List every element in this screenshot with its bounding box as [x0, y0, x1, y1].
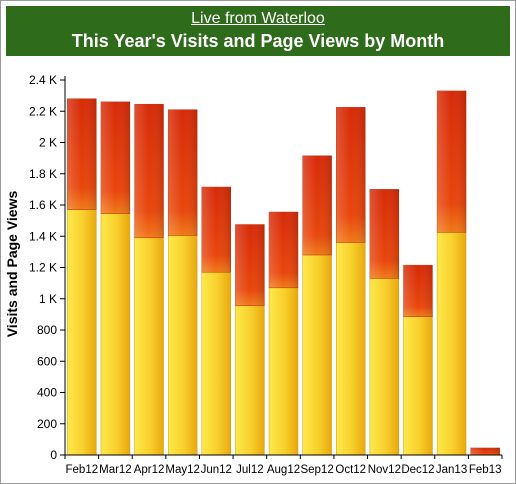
y-tick-label: 800 [37, 323, 57, 337]
y-tick-label: 2 K [39, 136, 57, 150]
bar-segment-top-shade [168, 109, 198, 236]
y-tick-label: 400 [37, 386, 57, 400]
bar-segment-bottom[interactable] [235, 305, 265, 456]
bar-segment-bottom[interactable] [403, 316, 433, 456]
chart-title: This Year's Visits and Page Views by Mon… [71, 31, 445, 51]
bar-segment-top-shade [302, 155, 332, 255]
bar-segment-top-shade [369, 189, 399, 279]
y-tick-label: 1.4 K [29, 229, 57, 243]
bar-segment-bottom[interactable] [268, 287, 299, 456]
bar-segment-top-shade [470, 447, 500, 455]
y-axis-label: Visits and Page Views [4, 191, 20, 338]
x-tick-label: Aug12 [267, 464, 300, 476]
x-tick-label: May12 [165, 464, 200, 476]
x-tick-label: Jul12 [236, 464, 264, 476]
y-tick-label: 2.4 K [29, 73, 57, 87]
y-tick-label: 2.2 K [29, 104, 57, 118]
y-tick-label: 200 [37, 417, 57, 431]
x-tick-label: Dec12 [401, 464, 434, 476]
bar-segment-bottom[interactable] [201, 271, 231, 456]
x-tick-label: Apr12 [134, 464, 165, 476]
bar-segment-top-shade [235, 224, 265, 306]
bar-segment-top-shade [67, 98, 97, 210]
chart-header: Live from Waterloo This Year's Visits an… [6, 6, 510, 56]
bar-segment-bottom[interactable] [167, 235, 198, 456]
x-tick-label: Mar12 [99, 464, 132, 476]
bar-segment-top-shade [269, 212, 298, 288]
x-tick-label: Oct12 [335, 464, 366, 476]
site-link[interactable]: Live from Waterloo [191, 10, 325, 27]
bar-segment-top-shade [437, 90, 467, 233]
x-tick-label: Feb13 [469, 464, 502, 476]
bar-segment-bottom[interactable] [134, 237, 164, 456]
bar-segment-bottom[interactable] [100, 213, 131, 456]
x-tick-label: Feb12 [66, 464, 99, 476]
bar-segment-top-shade [403, 265, 433, 317]
bar-segment-bottom[interactable] [336, 242, 366, 456]
bar-segment-top-shade [134, 104, 164, 238]
bar-segment-bottom[interactable] [302, 254, 332, 456]
x-tick-label: Jun12 [201, 464, 232, 476]
bar-segment-top-shade [201, 187, 231, 273]
x-tick-label: Jan13 [436, 464, 467, 476]
y-tick-label: 0 [50, 448, 57, 462]
bar-segment-bottom[interactable] [436, 232, 467, 456]
x-tick-label: Nov12 [368, 464, 401, 476]
y-tick-label: 1.8 K [29, 167, 57, 181]
y-tick-label: 600 [37, 354, 57, 368]
y-tick-label: 1 K [39, 292, 57, 306]
bar-chart: 0 200 400 600 800 1 K 1.2 K 1.4 K 1.6 K 1.8 K 2 K 2… [4, 73, 503, 476]
bar-segment-bottom[interactable] [369, 278, 400, 456]
bar-segment-top-shade [100, 101, 130, 214]
y-tick-label: 1.6 K [29, 198, 57, 212]
bar-segment-bottom[interactable] [67, 209, 97, 456]
bar-segment-top-shade [336, 107, 366, 243]
x-tick-label: Sep12 [300, 464, 333, 476]
y-tick-label: 1.2 K [29, 261, 57, 275]
